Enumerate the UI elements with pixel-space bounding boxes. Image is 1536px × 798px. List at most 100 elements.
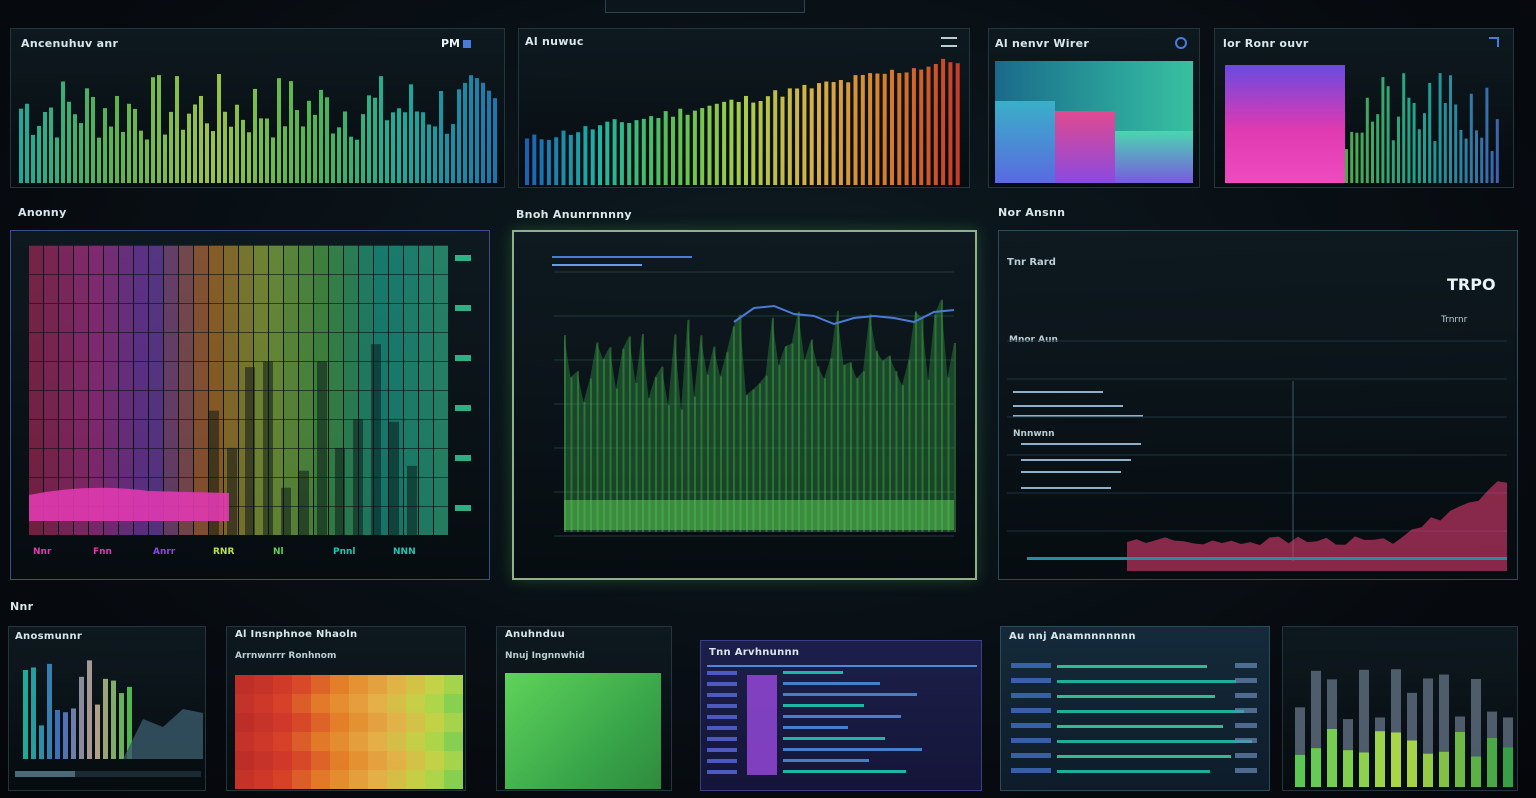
row-value <box>1235 693 1257 698</box>
gridline <box>44 419 58 420</box>
legend-item[interactable]: NNN <box>393 547 416 557</box>
bar <box>271 137 275 183</box>
bar <box>193 104 197 183</box>
bar <box>111 680 116 759</box>
bar <box>641 118 646 185</box>
gridline <box>239 332 253 333</box>
bar <box>301 126 305 183</box>
magenta-area <box>1225 65 1345 183</box>
series-line <box>733 304 955 326</box>
area-bar <box>746 395 748 532</box>
bar <box>241 119 245 183</box>
gridline <box>404 448 418 449</box>
bar <box>1428 82 1432 183</box>
bar <box>780 96 785 185</box>
area-bar <box>785 346 787 532</box>
section-title: Anonny <box>18 206 67 219</box>
bar <box>163 134 167 183</box>
bar <box>897 73 902 185</box>
bar <box>568 134 573 185</box>
row-label <box>1011 693 1051 698</box>
bar <box>451 124 455 183</box>
legend-item[interactable]: Nl <box>273 547 284 557</box>
scrollbar[interactable] <box>15 771 201 777</box>
gridline <box>254 274 268 275</box>
area-bar <box>915 311 917 532</box>
heat-cell <box>273 713 292 732</box>
panel-purple-list: Tnn Arvhnunnn <box>700 640 982 791</box>
gridline <box>194 419 208 420</box>
heat-cell <box>406 751 425 770</box>
gridline <box>74 361 88 362</box>
row-label <box>707 704 737 708</box>
legend-item[interactable]: Anrr <box>153 547 176 557</box>
heat-cell <box>292 694 311 713</box>
gridline <box>389 303 403 304</box>
gridline <box>224 390 238 391</box>
bar <box>1475 130 1478 183</box>
heat-cell <box>387 675 406 694</box>
row-label <box>1011 708 1051 713</box>
gridline <box>119 245 133 246</box>
section-title: Bnoh Anunrnnnny <box>516 208 632 221</box>
gridline <box>419 477 433 478</box>
gridline <box>344 303 358 304</box>
gridline <box>119 274 133 275</box>
bar <box>127 686 132 759</box>
area-bar <box>609 347 612 532</box>
row-value <box>1235 708 1257 713</box>
panel-stat: PM <box>441 37 472 50</box>
area-bar <box>635 382 638 532</box>
gridline <box>269 274 283 275</box>
panel-mini-1: Anosmunnr <box>8 626 206 791</box>
bar <box>457 89 461 183</box>
bar <box>1490 151 1494 183</box>
row-bar <box>783 737 885 740</box>
bar <box>265 118 269 183</box>
gridline <box>344 477 358 478</box>
bar <box>337 127 341 183</box>
bar <box>583 126 588 185</box>
gridline <box>359 477 373 478</box>
block-area <box>1055 111 1115 183</box>
bar <box>941 58 946 185</box>
bar <box>23 670 28 759</box>
bar <box>619 122 624 185</box>
legend-item[interactable]: Pnnl <box>333 547 356 557</box>
area-bar <box>577 371 579 532</box>
scrollbar-thumb[interactable] <box>15 771 75 777</box>
legend-item[interactable]: RNR <box>213 547 235 557</box>
gridline <box>89 274 103 275</box>
shadow-bar <box>227 447 237 535</box>
bar-segment <box>1471 756 1481 787</box>
gridline <box>74 448 88 449</box>
legend-item[interactable]: Fnn <box>93 547 112 557</box>
gridline <box>434 332 448 333</box>
gridline <box>194 245 208 246</box>
row-label <box>707 671 737 675</box>
area-bar <box>687 319 690 532</box>
settings-icon[interactable] <box>1175 37 1187 49</box>
bar <box>319 89 323 183</box>
bar-segment <box>1295 707 1305 755</box>
gridline <box>344 245 358 246</box>
bar <box>235 104 239 183</box>
gridline <box>164 477 178 478</box>
legend-item[interactable]: Nnr <box>33 547 52 557</box>
top-tab-bar[interactable] <box>605 0 805 13</box>
bar <box>554 137 559 185</box>
block-area <box>995 101 1055 183</box>
panel-green-bars <box>1282 626 1518 791</box>
bar <box>343 111 347 183</box>
bar <box>79 123 83 183</box>
bar <box>532 134 537 185</box>
menu-icon[interactable] <box>941 37 957 47</box>
text-line <box>1013 391 1103 393</box>
area-bar <box>772 317 774 532</box>
expand-icon[interactable] <box>1489 37 1499 47</box>
heat-cell <box>368 713 387 732</box>
bar <box>87 660 92 759</box>
row-bar <box>1057 695 1215 698</box>
row-bar <box>783 715 901 718</box>
bar <box>809 88 814 185</box>
